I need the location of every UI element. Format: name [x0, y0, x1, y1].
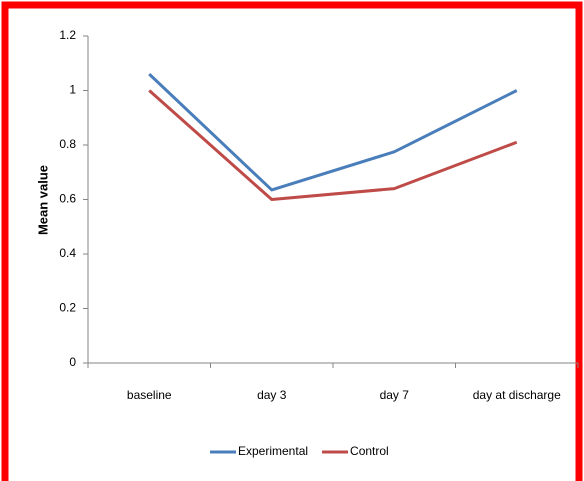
y-tick-label: 0.6: [59, 192, 76, 206]
x-tick-label: baseline: [127, 388, 172, 402]
y-axis-label: Mean value: [35, 165, 50, 235]
legend-label: Experimental: [238, 444, 308, 458]
x-tick-label: day 7: [380, 388, 410, 402]
y-tick-label: 1: [69, 83, 76, 97]
series-line: [148, 89, 518, 201]
y-tick-label: 0.4: [59, 246, 76, 260]
y-tick-label: 0.2: [59, 301, 76, 315]
x-tick-label: day at discharge: [473, 388, 561, 402]
x-tick-label: day 3: [257, 388, 287, 402]
series-line: [148, 73, 518, 192]
y-tick-label: 0: [69, 355, 76, 369]
legend-label: Control: [350, 444, 389, 458]
y-tick-label: 0.8: [59, 137, 76, 151]
y-tick-label: 1.2: [59, 28, 76, 42]
